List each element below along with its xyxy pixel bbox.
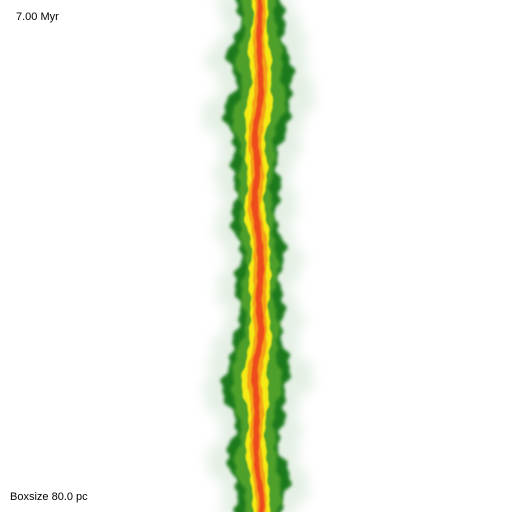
filament-core [251,0,265,512]
time-label: 7.00 Myr [16,11,59,23]
boxsize-label: Boxsize 80.0 pc [10,491,88,503]
